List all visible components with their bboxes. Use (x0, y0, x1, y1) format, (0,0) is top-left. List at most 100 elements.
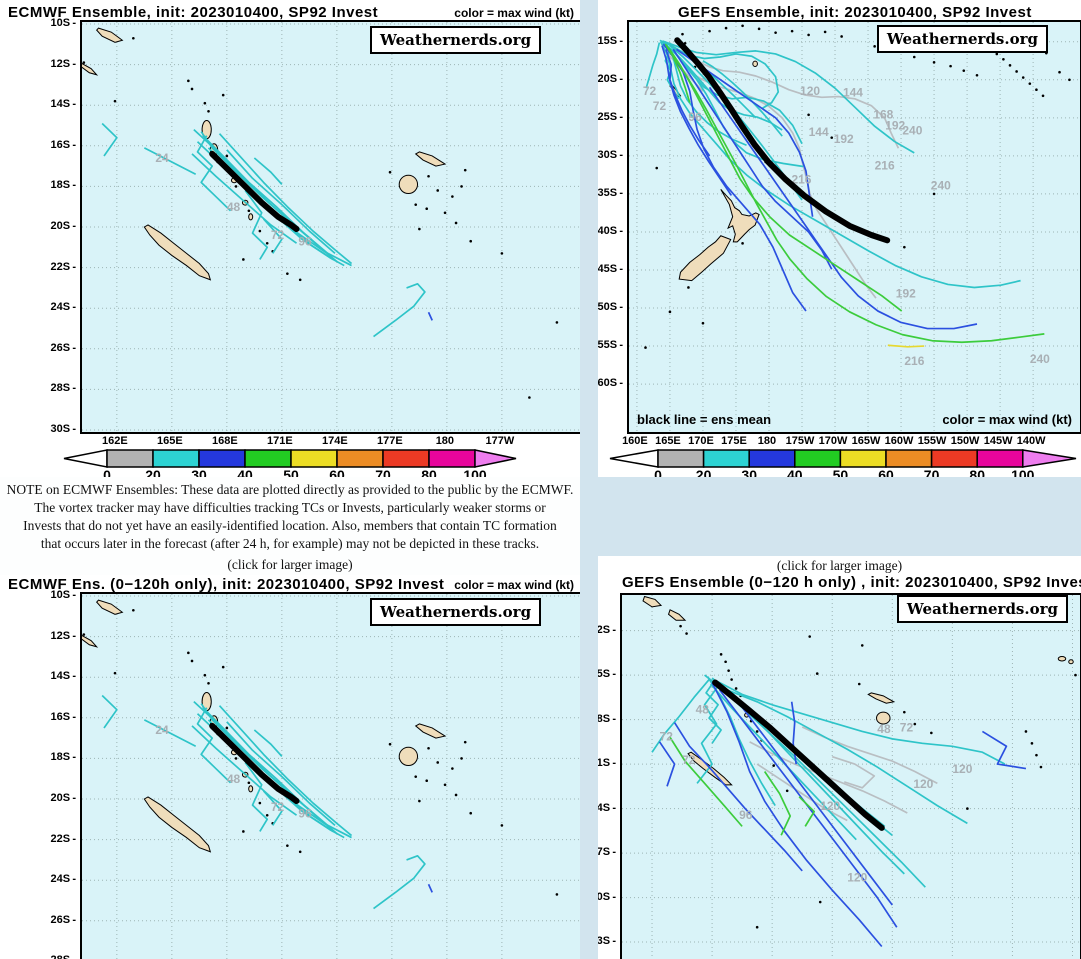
colorbar-tick-label: 50 (283, 467, 299, 477)
lat-tick-label: 25S (598, 111, 623, 123)
island-speck (242, 830, 245, 833)
ensemble-member-track (665, 45, 1045, 344)
island-speck (962, 69, 966, 72)
note-line: The vortex tracker may have difficulties… (34, 500, 546, 515)
weathernerds-logo[interactable]: Weathernerds.org (370, 26, 542, 54)
island-speck (1074, 673, 1077, 677)
map-canvas: 24 48 72 96 (82, 22, 580, 432)
island-speck (82, 61, 86, 64)
island-speck (1041, 94, 1045, 98)
forecast-hour-label: 120 (800, 84, 820, 98)
island-speck (82, 633, 86, 636)
lon-tick-label: 162E (101, 435, 128, 447)
ensemble-member-track (645, 42, 661, 89)
ensemble-track-map[interactable]: 24 48 72 96 (80, 592, 580, 959)
island-speck (687, 286, 690, 289)
chart-title-gefs-120h: GEFS Ensemble (0−120 h only) , init: 202… (622, 574, 1081, 591)
colorbar-segment (290, 449, 338, 468)
lon-tick-label: 160W (884, 435, 914, 447)
colorbar-right-arrow (1022, 449, 1077, 468)
lon-tick-label: 177E (377, 435, 403, 447)
ensemble-member-track (218, 705, 353, 837)
forecast-hour-label: 72 (643, 84, 657, 98)
landmass (414, 723, 447, 739)
weathernerds-logo[interactable]: Weathernerds.org (896, 595, 1068, 623)
ensemble-member-track (798, 796, 816, 827)
island-speck (724, 660, 727, 664)
click-larger-caption: (click for larger image) (227, 557, 353, 572)
island-speck (190, 87, 194, 91)
ensemble-member-track (662, 40, 915, 154)
island-speck (418, 227, 421, 231)
ensemble-track-map[interactable]: 48 72 72 96 120 120 48 72 120 120 (620, 593, 1081, 959)
island-speck (427, 746, 430, 750)
lat-tick-label: 12S (598, 624, 616, 636)
ensemble-member-track (705, 679, 722, 744)
island-speck (685, 632, 688, 635)
forecast-hour-label: 240 (931, 178, 951, 192)
panel-ecmwf-120h: ECMWF Ens. (0−120h only), init: 20230104… (0, 575, 580, 959)
colorbar-right-arrow (474, 449, 517, 468)
island-speck (774, 31, 777, 34)
ensemble-member-track (101, 122, 118, 157)
ensemble-member-track (664, 43, 691, 103)
island-speck (701, 321, 705, 325)
landmass (876, 711, 891, 725)
lon-tick-label: 155W (917, 435, 947, 447)
ensemble-track-map[interactable]: 72 72 96 120 144 144 192 168 192 240 216 240 216 192 2… (627, 20, 1081, 434)
island-speck (414, 775, 418, 778)
island-speck (190, 659, 194, 663)
landmass (248, 213, 254, 221)
island-speck (727, 669, 730, 672)
ensemble-member-track (696, 683, 721, 784)
weathernerds-logo[interactable]: Weathernerds.org (370, 598, 542, 626)
island-speck (528, 396, 531, 399)
weathernerds-logo[interactable]: Weathernerds.org (876, 25, 1048, 53)
lat-tick-label: 15S (598, 668, 616, 680)
forecast-hour-label: 72 (653, 99, 667, 113)
island-speck (807, 33, 810, 37)
forecast-hour-label: 120 (820, 799, 840, 813)
island-speck (840, 35, 843, 38)
island-speck (1002, 57, 1005, 61)
colorbar-tick-label: 0 (654, 467, 662, 477)
ensemble-track-map[interactable]: 24 48 72 96 (80, 20, 580, 434)
island-speck (555, 321, 559, 324)
colorbar-left-arrow (609, 449, 659, 468)
forecast-hour-label: 144 (843, 86, 863, 100)
lon-tick-label: 170W (818, 435, 848, 447)
island-speck (258, 229, 262, 233)
ensemble-member-track (981, 730, 1027, 770)
colorbar-tick-label: 60 (878, 467, 894, 477)
colorbar-tick-label: 70 (924, 467, 940, 477)
ensemble-mean-track (209, 722, 300, 805)
forecast-hour-label: 120 (913, 777, 933, 791)
landmass (143, 796, 212, 853)
island-speck (1008, 64, 1012, 67)
ensemble-member-track (733, 696, 893, 906)
ensemble-member-track (101, 694, 118, 729)
island-speck (113, 671, 117, 675)
island-speck (436, 761, 440, 764)
ensemble-mean-track (209, 150, 300, 233)
wind-colorbar: 0 20 30 40 50 60 70 80 100 (608, 447, 1078, 477)
island-speck (1039, 765, 1043, 769)
colorbar-tick-label: 60 (329, 467, 345, 477)
ensemble-member-track (253, 729, 283, 757)
colorbar-tick-label: 100 (463, 467, 487, 477)
forecast-hour-label: 72 (900, 720, 914, 734)
colorbar-segment (702, 449, 750, 468)
island-speck (500, 252, 504, 255)
ensemble-member-track (716, 680, 1006, 765)
ens-mean-note: black line = ens mean (637, 412, 771, 427)
colorbar-tick-label: 30 (191, 467, 207, 477)
landmass (720, 189, 760, 243)
ensemble-member-track (708, 86, 978, 330)
forecast-hour-label: 120 (952, 762, 972, 776)
island-speck (207, 682, 210, 685)
lon-tick-label: 165W (851, 435, 881, 447)
island-speck (242, 258, 245, 261)
island-speck (1058, 70, 1061, 74)
lon-tick-label: 174E (322, 435, 348, 447)
